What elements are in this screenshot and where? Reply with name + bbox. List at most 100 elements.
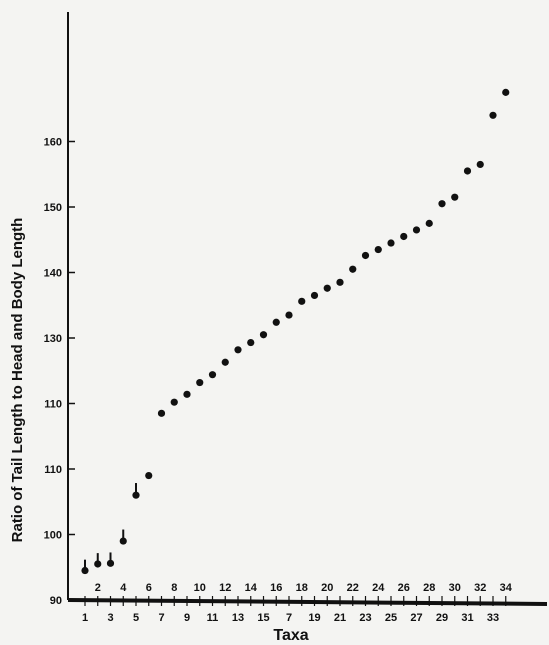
x-tick-label: 23 — [359, 612, 371, 624]
point-marker — [361, 251, 370, 260]
x-tick-label: 34 — [500, 582, 513, 594]
data-point — [208, 371, 217, 379]
data-point — [221, 358, 229, 366]
x-tick-label: 14 — [245, 582, 258, 594]
data-point — [119, 529, 127, 545]
data-point — [476, 160, 484, 169]
data-point — [183, 390, 191, 398]
point-marker — [336, 278, 344, 286]
data-point — [170, 398, 178, 406]
x-tick-label: 19 — [308, 612, 320, 624]
x-tick-label: 1 — [82, 612, 88, 624]
data-point — [400, 232, 408, 241]
point-marker — [183, 390, 191, 398]
point-marker — [438, 200, 446, 208]
x-tick-label: 7 — [286, 612, 292, 624]
y-ticks: 90 100 110 110 130 140 150 160 — [44, 137, 75, 607]
point-marker — [489, 111, 497, 119]
point-marker — [272, 318, 280, 326]
x-tick-label: 21 — [334, 612, 346, 624]
point-marker — [145, 471, 153, 480]
data-point — [259, 331, 268, 339]
data-point — [387, 239, 395, 247]
x-tick-label: 2 — [95, 582, 101, 594]
x-axis-line — [67, 598, 548, 606]
x-tick-label: 7 — [158, 612, 164, 624]
data-point — [145, 471, 153, 480]
data-point — [247, 338, 255, 347]
point-marker — [157, 409, 166, 417]
point-marker — [170, 398, 178, 406]
data-point — [336, 278, 344, 286]
point-marker — [451, 193, 459, 201]
x-tick-label: 33 — [487, 612, 499, 624]
point-marker — [400, 232, 408, 241]
data-point — [310, 291, 319, 300]
data-point — [502, 88, 510, 96]
x-tick-label: 8 — [171, 582, 177, 594]
x-tick-label: 4 — [120, 582, 127, 594]
data-point — [349, 265, 357, 273]
data-point — [463, 167, 472, 175]
point-marker — [310, 291, 319, 300]
x-tick-label: 9 — [184, 612, 190, 624]
point-marker — [247, 338, 255, 347]
data-point — [106, 552, 115, 567]
x-tick-label: 26 — [398, 582, 410, 594]
data-point — [425, 219, 433, 227]
point-marker — [208, 371, 217, 379]
point-marker — [221, 358, 229, 366]
data-point — [81, 559, 89, 575]
x-tick-label: 20 — [321, 582, 333, 594]
x-tick-label: 27 — [410, 612, 422, 624]
data-point — [298, 297, 306, 305]
point-marker — [463, 167, 472, 175]
point-marker — [196, 378, 204, 387]
y-tick-label: 130 — [44, 333, 62, 345]
x-tick-label: 24 — [372, 582, 385, 594]
x-tick-label: 13 — [232, 612, 244, 624]
data-point — [361, 251, 370, 260]
x-tick-label: 3 — [107, 612, 113, 624]
data-points — [81, 88, 510, 575]
axes — [67, 12, 548, 606]
x-axis-title: Taxa — [273, 627, 308, 644]
x-tick-label: 12 — [219, 582, 231, 594]
data-point — [94, 553, 102, 568]
y-tick-label: 140 — [44, 268, 62, 280]
x-tick-label: 10 — [194, 582, 206, 594]
data-point — [323, 284, 331, 292]
x-tick-label: 25 — [385, 612, 397, 624]
data-point — [234, 346, 242, 354]
x-tick-label: 18 — [296, 582, 308, 594]
point-marker — [81, 566, 89, 575]
point-marker — [476, 160, 484, 169]
x-tick-label: 32 — [474, 582, 486, 594]
x-tick-label: 31 — [461, 612, 473, 624]
data-point — [438, 200, 446, 208]
y-axis-title: Ratio of Tail Length to Head and Body Le… — [9, 218, 26, 543]
point-marker — [387, 239, 395, 247]
x-tick-label: 11 — [207, 612, 219, 624]
y-tick-label: 110 — [44, 464, 62, 476]
data-point — [285, 311, 293, 319]
data-point — [196, 378, 204, 387]
data-point — [489, 111, 497, 119]
data-point — [451, 193, 459, 201]
point-marker — [412, 226, 421, 234]
point-marker — [425, 219, 433, 227]
point-marker — [259, 331, 268, 339]
point-marker — [285, 311, 293, 319]
y-tick-label: 100 — [44, 530, 62, 542]
y-tick-label: 90 — [50, 595, 62, 607]
x-tick-label: 15 — [257, 612, 269, 624]
y-tick-label: 110 — [44, 399, 62, 411]
x-tick-label: 5 — [133, 612, 139, 624]
point-marker — [132, 491, 140, 499]
point-marker — [349, 265, 357, 273]
point-marker — [502, 88, 510, 96]
y-tick-label: 160 — [44, 137, 62, 149]
x-tick-label: 30 — [449, 582, 461, 594]
